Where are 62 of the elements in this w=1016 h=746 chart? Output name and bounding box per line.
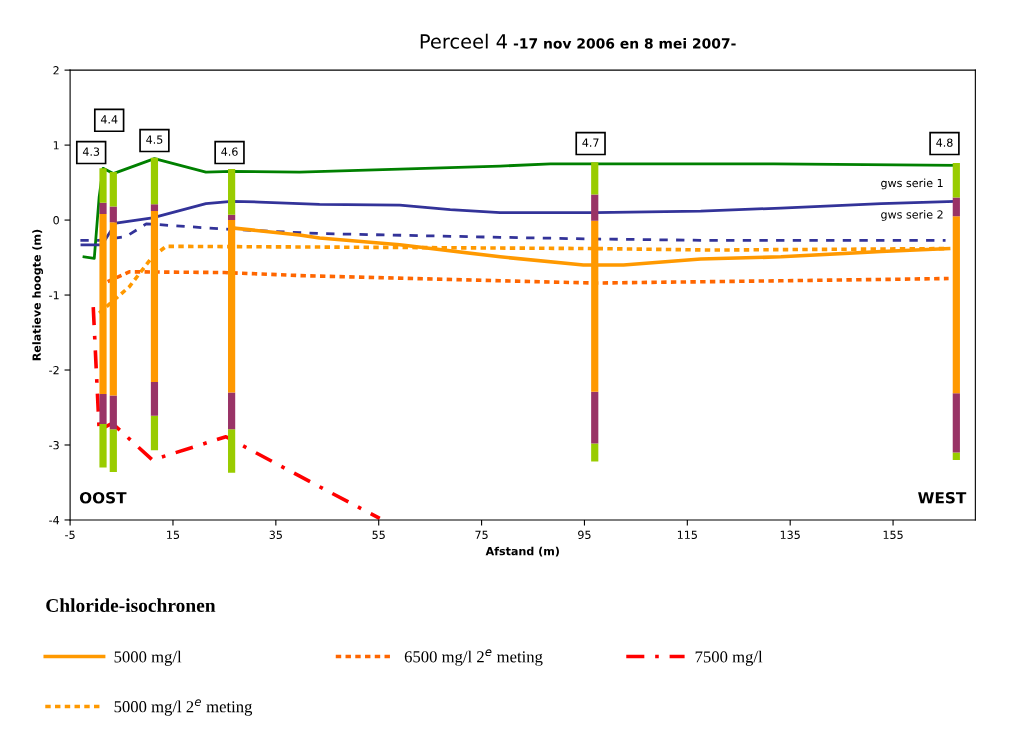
x-tick-label: 75 (475, 530, 488, 539)
bar (109, 172, 117, 207)
bar (150, 415, 159, 451)
bar (952, 197, 960, 217)
x-axis-title: Afstand (m) (485, 546, 559, 557)
annotation: gws serie 1 (881, 178, 943, 190)
chart-subtitle: -17 nov 2006 en 8 mei 2007- (513, 37, 736, 49)
x-tick-label: 55 (372, 530, 385, 539)
annotation: 4.7 (582, 138, 599, 147)
bar (109, 206, 117, 223)
bar (591, 162, 599, 195)
legend-label: 5000 mg/l 2$^{e}$ meting (114, 699, 253, 716)
legend-label: 5000 mg/l (114, 650, 182, 666)
bar (109, 395, 117, 430)
annotation: 4.6 (221, 147, 238, 156)
bar (228, 392, 236, 430)
y-tick-label: 0 (53, 216, 59, 225)
bar (99, 168, 107, 203)
bar (228, 214, 236, 221)
x-tick-label: 135 (780, 530, 800, 539)
legend-label: 6500 mg/l 2$^{e}$ meting (404, 649, 543, 666)
y-tick-label: -3 (49, 440, 59, 450)
x-tick-label: 115 (677, 530, 697, 539)
bar (952, 216, 960, 394)
annotation: 4.4 (100, 115, 118, 124)
y-axis-title: Relatieve hoogte (m) (32, 229, 44, 361)
bar (109, 429, 117, 472)
annotation: 4.8 (936, 138, 953, 147)
bar (150, 382, 159, 416)
line-series (80, 199, 956, 247)
y-tick-label: -4 (49, 516, 60, 525)
annotation: 4.3 (82, 147, 100, 156)
annotation: OOST (79, 491, 127, 504)
chart-title: Perceel 4 (420, 33, 507, 49)
x-tick-label: 155 (883, 530, 903, 539)
x-tick-label: 15 (167, 530, 180, 539)
bar (952, 163, 960, 198)
annotation: 4.5 (146, 135, 163, 144)
bar (99, 424, 107, 468)
y-tick-label: -1 (49, 291, 59, 300)
bar (150, 204, 159, 212)
bar (591, 194, 599, 221)
bar (952, 393, 960, 453)
annotation: WEST (918, 491, 967, 504)
legend-title: Chloride-isochronen (46, 598, 216, 613)
bar (228, 429, 236, 473)
bar (591, 443, 599, 462)
annotation: gws serie 2 (881, 210, 943, 221)
bar (150, 157, 159, 205)
x-tick-label: -5 (65, 530, 75, 539)
bar (99, 394, 107, 424)
y-tick-label: 2 (53, 66, 59, 75)
x-tick-label: 35 (269, 530, 282, 539)
y-tick-label: -2 (49, 365, 59, 375)
y-tick-label: 1 (53, 141, 59, 150)
bar (228, 169, 236, 215)
bar (952, 452, 960, 460)
bar (591, 391, 599, 444)
x-tick-label: 95 (578, 530, 591, 539)
legend-label: 7500 mg/l (695, 650, 763, 666)
line-series (105, 269, 951, 285)
bar (99, 202, 107, 215)
